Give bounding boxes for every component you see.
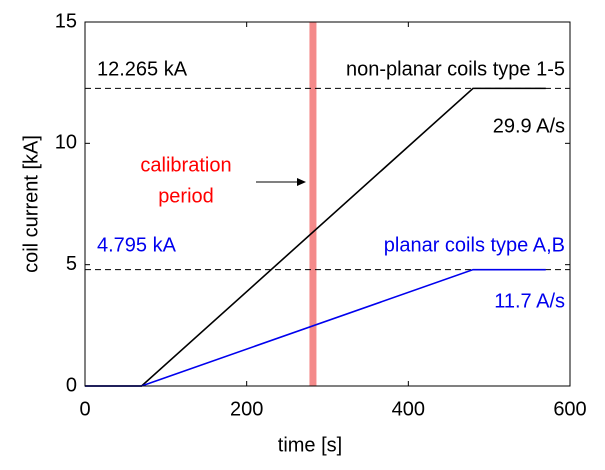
y-tick-label: 0 bbox=[66, 374, 77, 396]
x-axis-label: time [s] bbox=[278, 434, 342, 456]
arrow-head bbox=[297, 178, 306, 186]
calibration-label: calibration bbox=[140, 154, 231, 176]
series-label: planar coils type A,B bbox=[384, 234, 565, 256]
y-tick-label: 10 bbox=[55, 132, 77, 154]
rate-label: 29.9 A/s bbox=[493, 115, 565, 137]
x-tick-label: 0 bbox=[79, 398, 90, 420]
rate-label: 11.7 A/s bbox=[494, 290, 565, 312]
plot-frame bbox=[84, 21, 571, 387]
calibration-band bbox=[309, 22, 317, 386]
reference-label: 12.265 kA bbox=[97, 58, 188, 80]
y-axis-label: coil current [kA] bbox=[20, 135, 42, 273]
calibration-label: period bbox=[158, 185, 214, 207]
x-tick-label: 200 bbox=[230, 398, 263, 420]
x-tick-label: 600 bbox=[553, 398, 586, 420]
y-tick-label: 15 bbox=[55, 10, 77, 32]
x-tick-label: 400 bbox=[392, 398, 425, 420]
reference-label: 4.795 kA bbox=[97, 234, 177, 256]
y-tick-label: 5 bbox=[66, 253, 77, 275]
series-label: non-planar coils type 1-5 bbox=[346, 58, 565, 80]
